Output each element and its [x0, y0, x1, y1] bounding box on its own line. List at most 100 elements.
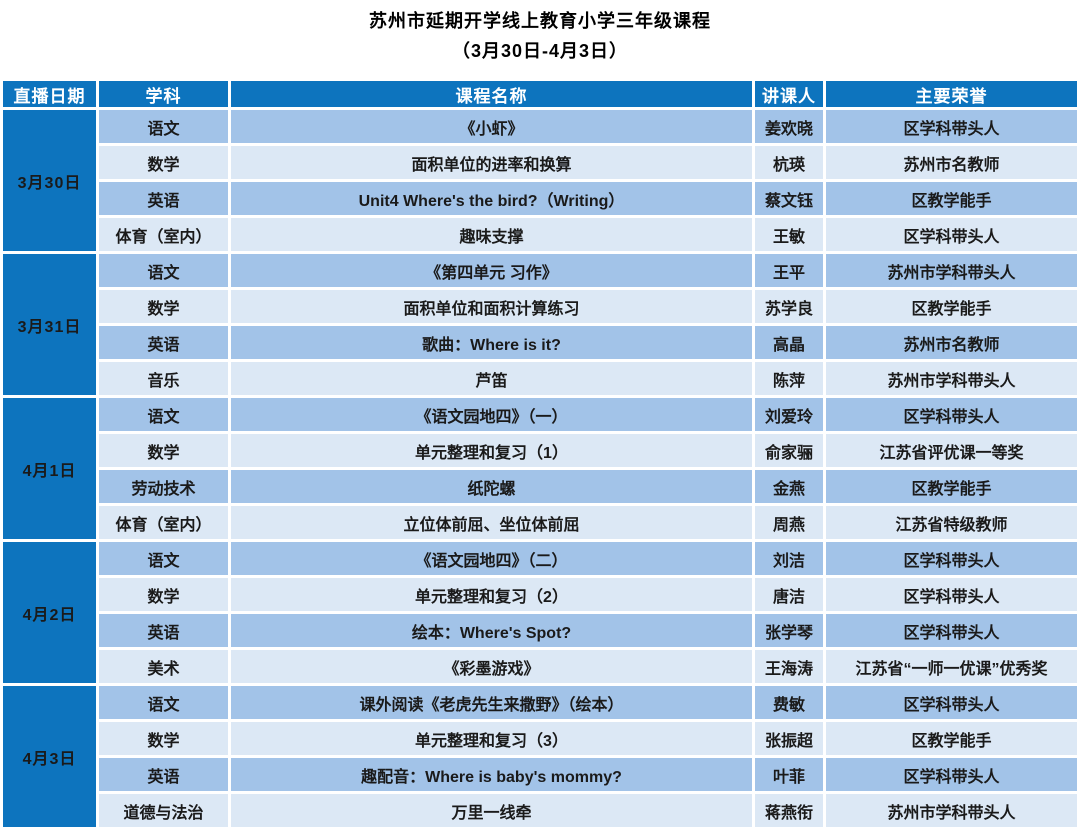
- subject-cell: 英语: [99, 758, 228, 791]
- course-schedule-table: 直播日期 学科 课程名称 讲课人 主要荣誉 3月30日 语文 《小虾》 姜欢晓 …: [0, 78, 1080, 830]
- course-cell: 万里一线牵: [231, 794, 752, 827]
- course-cell: 课外阅读《老虎先生来撒野》（绘本）: [231, 686, 752, 719]
- teacher-cell: 蔡文钰: [755, 182, 823, 215]
- table-row: 数学 单元整理和复习（3） 张振超 区教学能手: [3, 722, 1077, 755]
- date-cell: 4月2日: [3, 542, 96, 683]
- course-cell: 芦笛: [231, 362, 752, 395]
- teacher-cell: 费敏: [755, 686, 823, 719]
- subject-cell: 数学: [99, 722, 228, 755]
- teacher-cell: 陈萍: [755, 362, 823, 395]
- teacher-cell: 张学琴: [755, 614, 823, 647]
- subject-cell: 体育（室内）: [99, 218, 228, 251]
- table-row: 道德与法治 万里一线牵 蒋燕衔 苏州市学科带头人: [3, 794, 1077, 827]
- teacher-cell: 王海涛: [755, 650, 823, 683]
- table-row: 英语 歌曲：Where is it? 高晶 苏州市名教师: [3, 326, 1077, 359]
- subject-cell: 数学: [99, 146, 228, 179]
- teacher-cell: 俞家骊: [755, 434, 823, 467]
- teacher-cell: 王平: [755, 254, 823, 287]
- teacher-cell: 蒋燕衔: [755, 794, 823, 827]
- honor-cell: 苏州市名教师: [826, 146, 1077, 179]
- subject-cell: 道德与法治: [99, 794, 228, 827]
- table-row: 体育（室内） 立位体前屈、坐位体前屈 周燕 江苏省特级教师: [3, 506, 1077, 539]
- subject-cell: 体育（室内）: [99, 506, 228, 539]
- honor-cell: 区学科带头人: [826, 758, 1077, 791]
- subject-cell: 英语: [99, 182, 228, 215]
- course-cell: 面积单位和面积计算练习: [231, 290, 752, 323]
- table-row: 3月31日 语文 《第四单元 习作》 王平 苏州市学科带头人: [3, 254, 1077, 395]
- header-row: 直播日期 学科 课程名称 讲课人 主要荣誉: [3, 81, 1077, 107]
- course-cell: 单元整理和复习（3）: [231, 722, 752, 755]
- honor-cell: 区学科带头人: [826, 614, 1077, 647]
- honor-cell: 区学科带头人: [826, 686, 1077, 719]
- honor-cell: 苏州市名教师: [826, 326, 1077, 359]
- teacher-cell: 张振超: [755, 722, 823, 755]
- teacher-cell: 金燕: [755, 470, 823, 503]
- page-title: 苏州市延期开学线上教育小学三年级课程 （3月30日-4月3日）: [0, 0, 1080, 78]
- teacher-cell: 刘爱玲: [755, 398, 823, 431]
- subject-cell: 英语: [99, 614, 228, 647]
- date-cell: 4月1日: [3, 398, 96, 539]
- column-header-honor: 主要荣誉: [826, 81, 1077, 107]
- course-cell: 单元整理和复习（1）: [231, 434, 752, 467]
- course-cell: 纸陀螺: [231, 470, 752, 503]
- table-row: 4月2日 语文 《语文园地四》（二） 刘洁 区学科带头人: [3, 542, 1077, 683]
- subject-cell: 数学: [99, 290, 228, 323]
- honor-cell: 区学科带头人: [826, 110, 1077, 143]
- course-cell: 趣味支撑: [231, 218, 752, 251]
- honor-cell: 区教学能手: [826, 722, 1077, 755]
- teacher-cell: 周燕: [755, 506, 823, 539]
- table-row: 数学 单元整理和复习（1） 俞家骊 江苏省评优课一等奖: [3, 434, 1077, 467]
- date-cell: 3月30日: [3, 110, 96, 251]
- table-row: 数学 单元整理和复习（2） 唐洁 区学科带头人: [3, 578, 1077, 611]
- honor-cell: 区学科带头人: [826, 542, 1077, 575]
- subject-cell: 英语: [99, 326, 228, 359]
- subject-cell: 语文: [99, 254, 228, 287]
- honor-cell: 江苏省特级教师: [826, 506, 1077, 539]
- course-cell: 绘本：Where's Spot?: [231, 614, 752, 647]
- column-header-subject: 学科: [99, 81, 228, 107]
- teacher-cell: 高晶: [755, 326, 823, 359]
- teacher-cell: 杭瑛: [755, 146, 823, 179]
- table-row: 英语 Unit4 Where's the bird?（Writing） 蔡文钰 …: [3, 182, 1077, 215]
- honor-cell: 江苏省评优课一等奖: [826, 434, 1077, 467]
- table-row: 4月3日 语文 课外阅读《老虎先生来撒野》（绘本） 费敏 区学科带头人: [3, 686, 1077, 827]
- subject-cell: 数学: [99, 578, 228, 611]
- page-title-line1: 苏州市延期开学线上教育小学三年级课程: [369, 11, 711, 31]
- teacher-cell: 苏学良: [755, 290, 823, 323]
- honor-cell: 苏州市学科带头人: [826, 362, 1077, 395]
- course-cell: 面积单位的进率和换算: [231, 146, 752, 179]
- honor-cell: 区学科带头人: [826, 218, 1077, 251]
- table-row: 体育（室内） 趣味支撑 王敏 区学科带头人: [3, 218, 1077, 251]
- subject-cell: 语文: [99, 542, 228, 575]
- subject-cell: 音乐: [99, 362, 228, 395]
- subject-cell: 语文: [99, 110, 228, 143]
- honor-cell: 区教学能手: [826, 290, 1077, 323]
- course-cell: 立位体前屈、坐位体前屈: [231, 506, 752, 539]
- column-header-date: 直播日期: [3, 81, 96, 107]
- teacher-cell: 刘洁: [755, 542, 823, 575]
- honor-cell: 苏州市学科带头人: [826, 254, 1077, 287]
- honor-cell: 江苏省“一师一优课”优秀奖: [826, 650, 1077, 683]
- course-cell: 《小虾》: [231, 110, 752, 143]
- course-cell: 《语文园地四》（一）: [231, 398, 752, 431]
- course-cell: Unit4 Where's the bird?（Writing）: [231, 182, 752, 215]
- course-cell: 趣配音：Where is baby's mommy?: [231, 758, 752, 791]
- date-cell: 3月31日: [3, 254, 96, 395]
- subject-cell: 语文: [99, 686, 228, 719]
- table-row: 劳动技术 纸陀螺 金燕 区教学能手: [3, 470, 1077, 503]
- subject-cell: 美术: [99, 650, 228, 683]
- honor-cell: 区学科带头人: [826, 578, 1077, 611]
- honor-cell: 苏州市学科带头人: [826, 794, 1077, 827]
- subject-cell: 语文: [99, 398, 228, 431]
- column-header-course: 课程名称: [231, 81, 752, 107]
- teacher-cell: 王敏: [755, 218, 823, 251]
- table-row: 英语 绘本：Where's Spot? 张学琴 区学科带头人: [3, 614, 1077, 647]
- date-cell: 4月3日: [3, 686, 96, 827]
- course-cell: 单元整理和复习（2）: [231, 578, 752, 611]
- honor-cell: 区教学能手: [826, 470, 1077, 503]
- teacher-cell: 唐洁: [755, 578, 823, 611]
- subject-cell: 数学: [99, 434, 228, 467]
- course-cell: 《第四单元 习作》: [231, 254, 752, 287]
- table-row: 数学 面积单位和面积计算练习 苏学良 区教学能手: [3, 290, 1077, 323]
